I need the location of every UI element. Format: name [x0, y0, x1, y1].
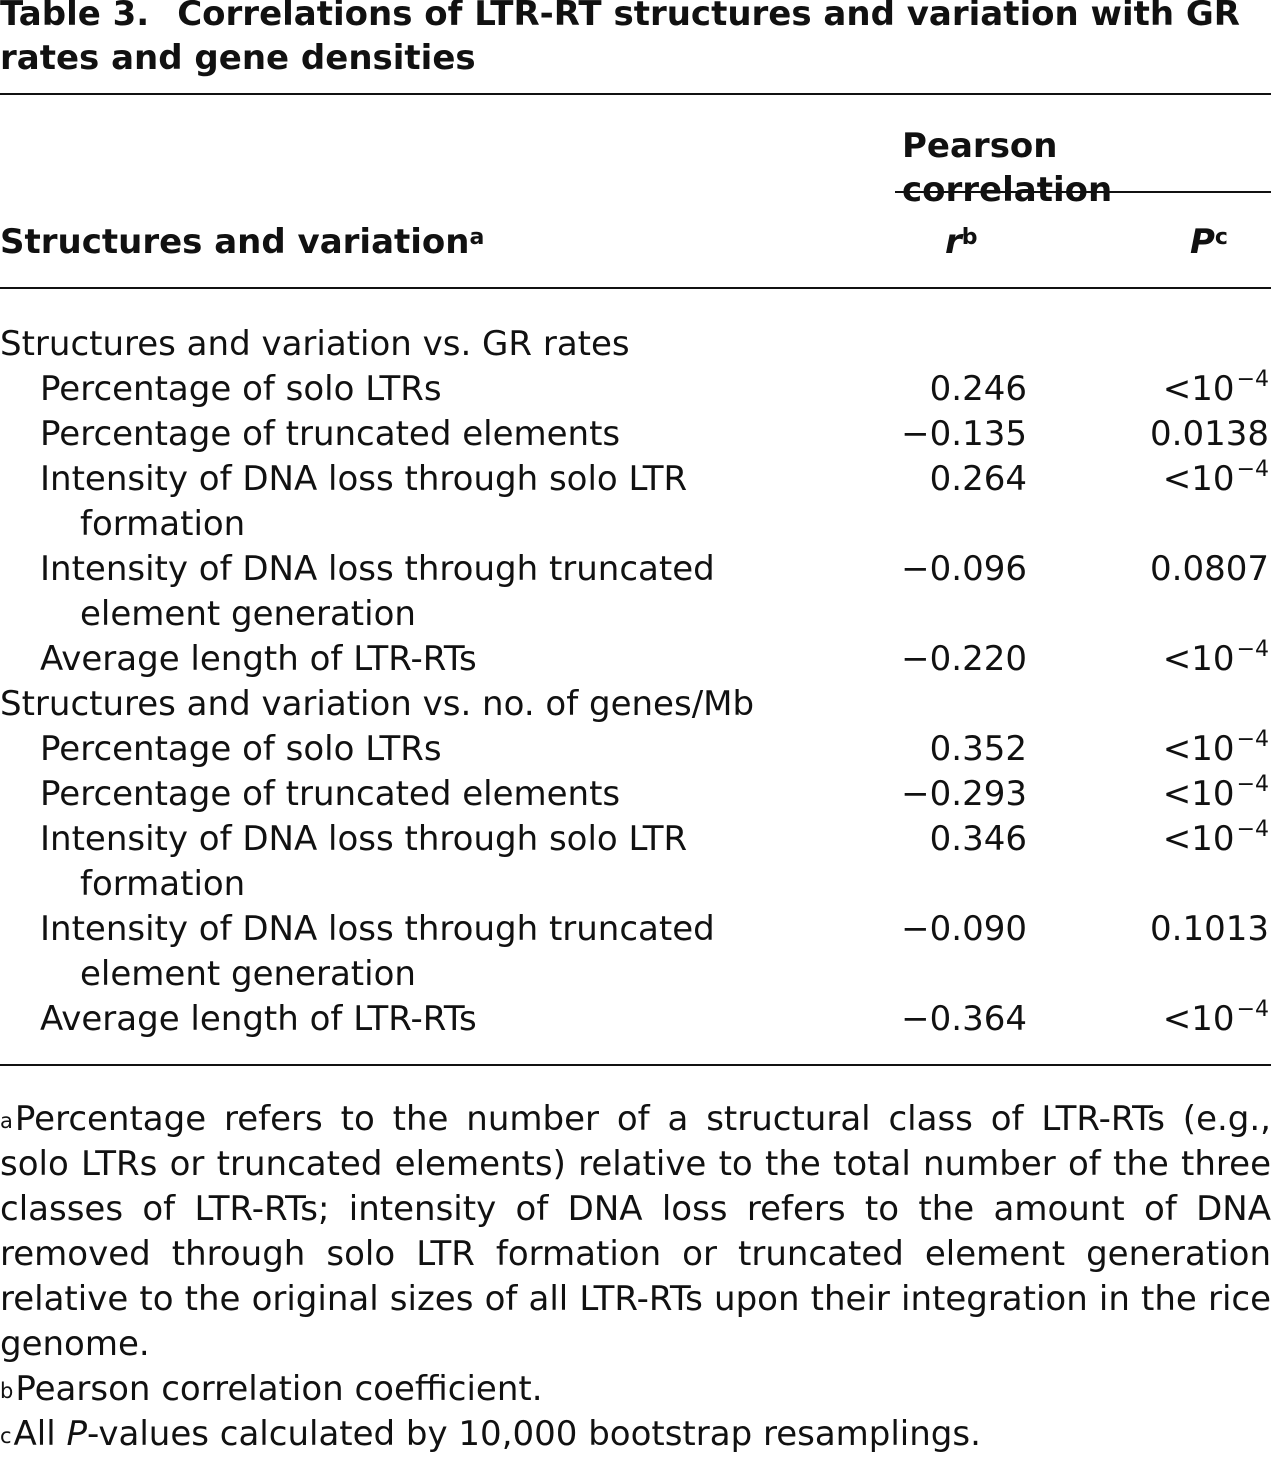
r-value: 0.264	[929, 459, 1027, 499]
footnote-b-mark: b	[0, 1379, 14, 1403]
header-p: Pc	[1190, 220, 1228, 264]
footnote-mark-a: a	[469, 225, 485, 250]
r-value: −0.364	[901, 999, 1027, 1039]
p-value-exponent: −4	[1236, 457, 1269, 482]
r-value: 0.246	[929, 369, 1027, 409]
row-label: Intensity of DNA loss through solo LTR	[40, 819, 688, 859]
footnote-c-mark: c	[0, 1424, 12, 1448]
row-label: Average length of LTR-RTs	[40, 639, 477, 679]
header-pearson-correlation: Pearson correlation	[902, 126, 1113, 210]
footnote-c-post: -values calculated by 10,000 bootstrap r…	[87, 1414, 981, 1454]
table-caption: Correlations of LTR-RT structures and va…	[0, 0, 1240, 78]
r-value: −0.096	[901, 549, 1027, 589]
p-value: 0.1013	[1150, 909, 1269, 949]
row-label: Percentage of solo LTRs	[40, 729, 442, 769]
header-r-text: r	[945, 222, 962, 262]
p-value: <10−4	[1163, 367, 1269, 416]
row-label: Intensity of DNA loss through truncated	[40, 909, 715, 949]
footnote-c: cAll P-values calculated by 10,000 boots…	[0, 1412, 1271, 1457]
p-value-base: <10	[1162, 999, 1235, 1039]
header-structures-variation: Structures and variationa	[0, 220, 484, 264]
p-value-base: <10	[1162, 369, 1235, 409]
r-value: −0.293	[901, 774, 1027, 814]
p-value-exponent: −4	[1236, 367, 1269, 392]
p-value-base: <10	[1162, 729, 1235, 769]
p-value-base: <10	[1162, 774, 1235, 814]
footnote-a: aPercentage refers to the number of a st…	[0, 1097, 1271, 1367]
header-col1-text: Structures and variation	[0, 222, 470, 262]
row-label-continued: formation	[80, 864, 246, 904]
table-number: Table 3.	[0, 0, 150, 34]
p-value-base: <10	[1162, 639, 1235, 679]
p-value-base: <10	[1162, 819, 1235, 859]
header-p-text: P	[1190, 222, 1215, 262]
p-value: <10−4	[1163, 997, 1269, 1046]
spanner-rule	[895, 191, 1271, 193]
p-value: <10−4	[1163, 772, 1269, 821]
p-value: <10−4	[1163, 637, 1269, 686]
p-value-exponent: −4	[1236, 817, 1269, 842]
p-value-base: <10	[1162, 459, 1235, 499]
group-label: Structures and variation vs. GR rates	[0, 324, 630, 364]
r-value: 0.352	[929, 729, 1027, 769]
header-r: rb	[945, 220, 978, 264]
footnote-a-text: Percentage refers to the number of a str…	[0, 1099, 1271, 1364]
group-label: Structures and variation vs. no. of gene…	[0, 684, 755, 724]
header-rule	[0, 287, 1271, 289]
row-label: Average length of LTR-RTs	[40, 999, 477, 1039]
row-label: Percentage of solo LTRs	[40, 369, 442, 409]
top-rule	[0, 93, 1271, 95]
row-label-continued: formation	[80, 504, 246, 544]
r-value: 0.346	[929, 819, 1027, 859]
p-value: 0.0138	[1150, 414, 1269, 454]
r-value: −0.135	[901, 414, 1027, 454]
row-label: Percentage of truncated elements	[40, 414, 621, 454]
r-value: −0.090	[901, 909, 1027, 949]
footnote-b-text: Pearson correlation coefficient.	[15, 1369, 543, 1409]
row-label: Intensity of DNA loss through truncated	[40, 549, 715, 589]
table-title: Table 3. Correlations of LTR-RT structure…	[0, 0, 1271, 80]
p-value: 0.0807	[1150, 549, 1269, 589]
footnote-mark-c: c	[1214, 225, 1228, 250]
row-label-continued: element generation	[80, 594, 416, 634]
p-value-exponent: −4	[1236, 727, 1269, 752]
p-value-exponent: −4	[1236, 637, 1269, 662]
p-value: <10−4	[1163, 457, 1269, 506]
p-value-exponent: −4	[1236, 997, 1269, 1022]
footnote-a-mark: a	[0, 1109, 13, 1133]
footnote-mark-b: b	[961, 225, 978, 250]
p-value-exponent: −4	[1236, 772, 1269, 797]
row-label-continued: element generation	[80, 954, 416, 994]
bottom-rule	[0, 1064, 1271, 1066]
p-value: <10−4	[1163, 817, 1269, 866]
footnote-c-pre: All	[13, 1414, 67, 1454]
footnote-b: bPearson correlation coefficient.	[0, 1367, 1271, 1412]
r-value: −0.220	[901, 639, 1027, 679]
p-value: <10−4	[1163, 727, 1269, 776]
row-label: Percentage of truncated elements	[40, 774, 621, 814]
row-label: Intensity of DNA loss through solo LTR	[40, 459, 688, 499]
footnote-c-italic: P	[66, 1414, 88, 1454]
